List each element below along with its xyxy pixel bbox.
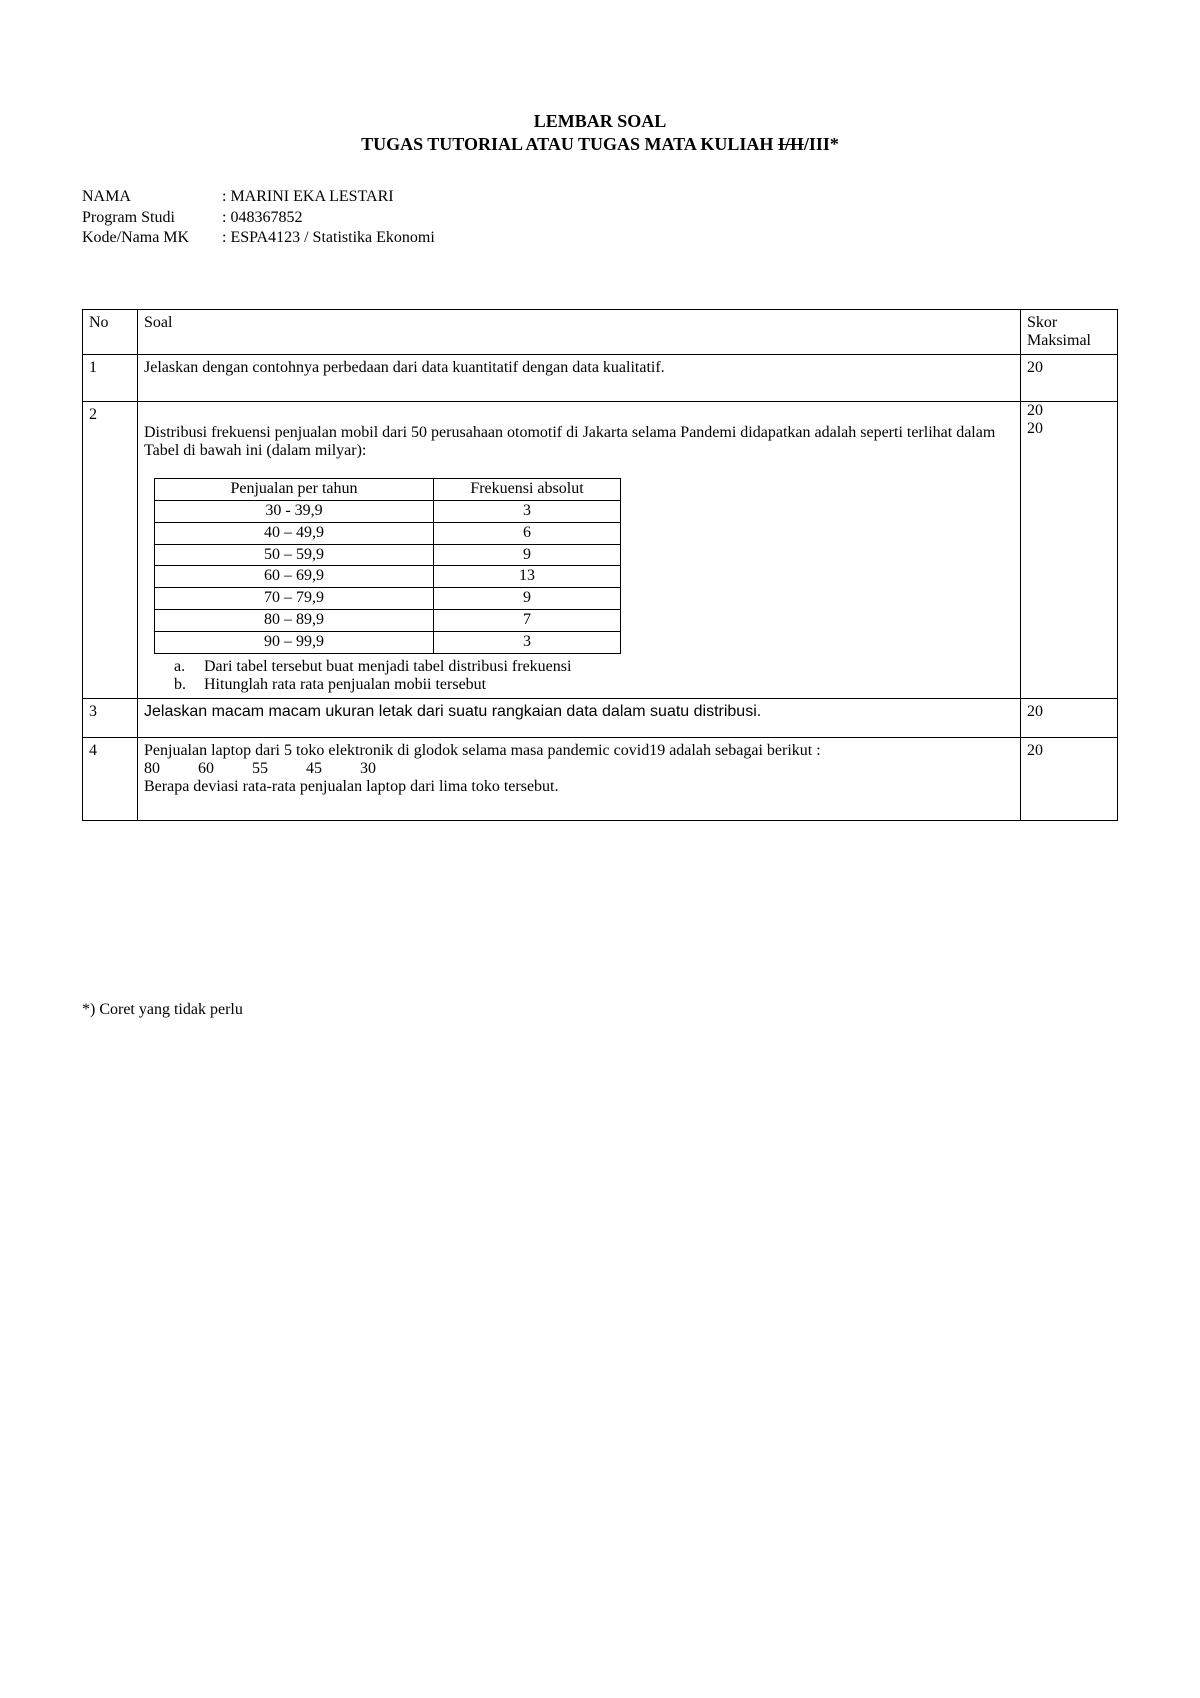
q2-skor-b: 20 (1027, 420, 1111, 438)
q1-no: 1 (83, 355, 138, 402)
title-line2: TUGAS TUTORIAL ATAU TUGAS MATA KULIAH I/… (82, 133, 1118, 156)
question-row-4: 4 Penjualan laptop dari 5 toko elektroni… (83, 737, 1118, 820)
q2-content: Distribusi frekuensi penjualan mobil dar… (138, 402, 1021, 698)
info-row-name: NAMA MARINI EKA LESTARI (82, 187, 1118, 208)
q2-intro: Distribusi frekuensi penjualan mobil dar… (144, 424, 1014, 460)
header-no: No (83, 310, 138, 355)
inner-row: 40 – 49,96 (155, 522, 621, 544)
info-block: NAMA MARINI EKA LESTARI Program Studi 04… (82, 187, 1118, 249)
main-table: No Soal Skor Maksimal 1 Jelaskan dengan … (82, 309, 1118, 820)
inner-header-col1: Penjualan per tahun (155, 479, 434, 501)
question-row-2: 2 Distribusi frekuensi penjualan mobil d… (83, 402, 1118, 698)
info-value-mk: ESPA4123 / Statistika Ekonomi (222, 228, 435, 249)
q2-sublist: a. Dari tabel tersebut buat menjadi tabe… (174, 658, 1014, 694)
header-row: No Soal Skor Maksimal (83, 310, 1118, 355)
q3-no: 3 (83, 698, 138, 737)
q2-no: 2 (83, 402, 138, 698)
header-skor: Skor Maksimal (1021, 310, 1118, 355)
title-line1: LEMBAR SOAL (82, 110, 1118, 133)
info-value-prog: 048367852 (222, 208, 302, 229)
q1-skor: 20 (1021, 355, 1118, 402)
q1-text: Jelaskan dengan contohnya perbedaan dari… (138, 355, 1021, 402)
q4-line1: Penjualan laptop dari 5 toko elektronik … (144, 742, 1014, 760)
q3-text: Jelaskan macam macam ukuran letak dari s… (138, 698, 1021, 737)
q4-no: 4 (83, 737, 138, 820)
q3-skor: 20 (1021, 698, 1118, 737)
q4-skor: 20 (1021, 737, 1118, 820)
inner-row: 50 – 59,99 (155, 544, 621, 566)
info-label-name: NAMA (82, 187, 222, 208)
inner-row: 90 – 99,93 (155, 631, 621, 653)
q4-numbers: 80 60 55 45 30 (144, 760, 1014, 778)
info-label-prog: Program Studi (82, 208, 222, 229)
q2-skor-a: 20 (1027, 402, 1111, 420)
q2-sub-b: b. Hitunglah rata rata penjualan mobii t… (174, 676, 1014, 694)
question-row-3: 3 Jelaskan macam macam ukuran letak dari… (83, 698, 1118, 737)
info-label-mk: Kode/Nama MK (82, 228, 222, 249)
inner-row: 60 – 69,913 (155, 566, 621, 588)
info-row-prog: Program Studi 048367852 (82, 208, 1118, 229)
header-soal: Soal (138, 310, 1021, 355)
footnote: *) Coret yang tidak perlu (82, 1001, 1118, 1019)
inner-header-row: Penjualan per tahun Frekuensi absolut (155, 479, 621, 501)
info-value-name: MARINI EKA LESTARI (222, 187, 394, 208)
inner-header-col2: Frekuensi absolut (434, 479, 621, 501)
q2-inner-table: Penjualan per tahun Frekuensi absolut 30… (154, 478, 621, 653)
page: LEMBAR SOAL TUGAS TUTORIAL ATAU TUGAS MA… (0, 0, 1200, 1698)
q2-skor: 20 20 (1021, 402, 1118, 698)
q4-content: Penjualan laptop dari 5 toko elektronik … (138, 737, 1021, 820)
inner-row: 30 - 39,93 (155, 500, 621, 522)
q4-line3: Berapa deviasi rata-rata penjualan lapto… (144, 778, 1014, 796)
q2-sub-a: a. Dari tabel tersebut buat menjadi tabe… (174, 658, 1014, 676)
title-block: LEMBAR SOAL TUGAS TUTORIAL ATAU TUGAS MA… (82, 110, 1118, 157)
inner-row: 70 – 79,99 (155, 588, 621, 610)
question-row-1: 1 Jelaskan dengan contohnya perbedaan da… (83, 355, 1118, 402)
inner-row: 80 – 89,97 (155, 609, 621, 631)
info-row-mk: Kode/Nama MK ESPA4123 / Statistika Ekono… (82, 228, 1118, 249)
